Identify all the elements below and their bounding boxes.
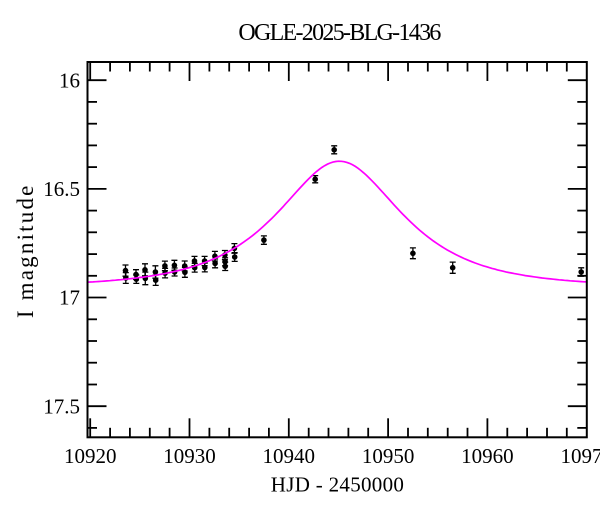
svg-text:10940: 10940	[263, 444, 316, 468]
svg-text:16.5: 16.5	[43, 177, 80, 201]
svg-text:17: 17	[59, 286, 80, 310]
svg-text:10960: 10960	[461, 444, 514, 468]
svg-text:I magnitude: I magnitude	[13, 183, 38, 318]
svg-text:HJD - 2450000: HJD - 2450000	[271, 473, 404, 497]
svg-text:17.5: 17.5	[43, 394, 80, 418]
svg-text:10970: 10970	[560, 444, 600, 468]
svg-text:10920: 10920	[64, 444, 117, 468]
svg-text:10930: 10930	[163, 444, 216, 468]
svg-text:OGLE-2025-BLG-1436: OGLE-2025-BLG-1436	[238, 20, 441, 46]
svg-text:10950: 10950	[362, 444, 415, 468]
svg-text:16: 16	[59, 68, 80, 92]
